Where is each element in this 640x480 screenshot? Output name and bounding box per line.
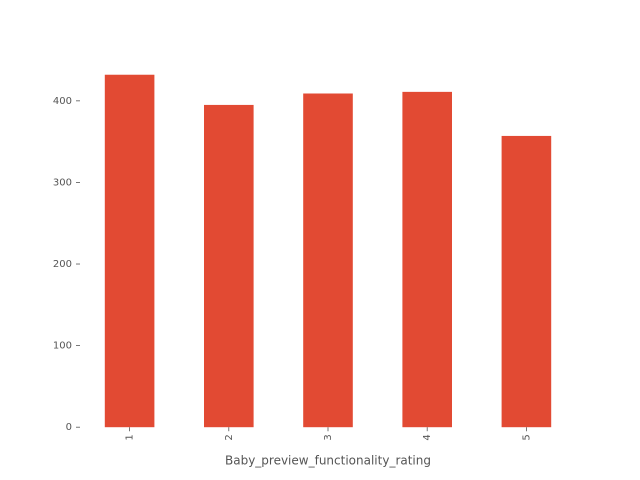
x-axis-label: Baby_preview_functionality_rating <box>225 454 431 468</box>
y-tick-label: 300 <box>53 177 72 188</box>
y-tick-label: 0 <box>66 422 72 433</box>
bar <box>303 93 353 428</box>
x-tick-label: 2 <box>224 434 235 440</box>
x-tick-label: 3 <box>323 434 334 440</box>
bar <box>402 91 452 428</box>
y-tick-label: 400 <box>53 96 72 107</box>
y-tick-label: 200 <box>53 259 72 270</box>
y-tick-label: 100 <box>53 341 72 352</box>
x-tick-label: 5 <box>521 434 532 440</box>
x-tick-label: 4 <box>422 434 433 440</box>
bar <box>501 135 552 428</box>
x-tick-label: 1 <box>125 434 136 440</box>
bar <box>104 74 155 428</box>
bar <box>204 104 254 428</box>
